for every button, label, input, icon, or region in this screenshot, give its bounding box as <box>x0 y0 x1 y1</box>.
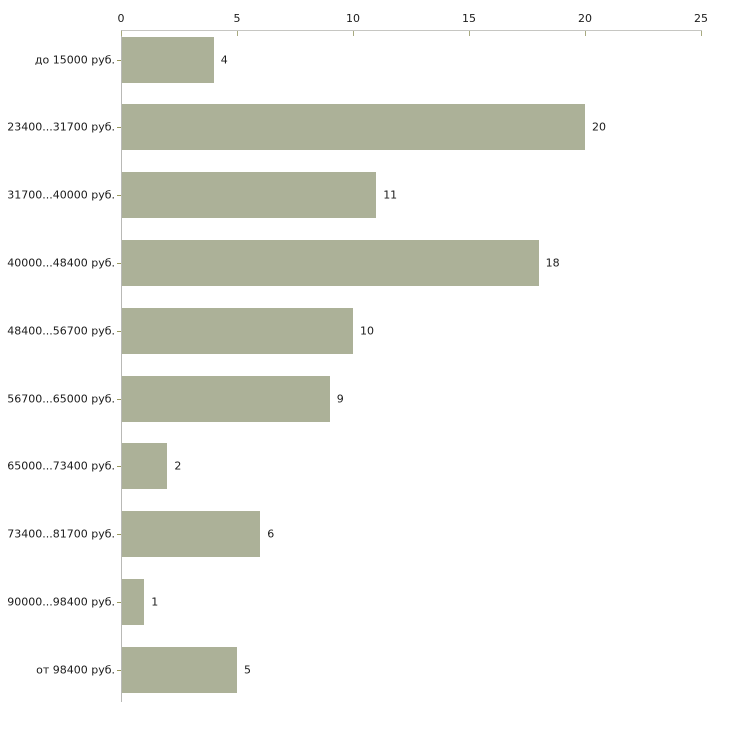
category-label: 31700...40000 руб. <box>7 188 115 202</box>
x-tick-mark <box>237 31 238 36</box>
category-tick-mark <box>117 263 121 264</box>
category-tick-mark <box>117 331 121 332</box>
category-label: 73400...81700 руб. <box>7 527 115 541</box>
x-tick-mark <box>585 31 586 36</box>
x-tick-label: 5 <box>233 12 241 25</box>
category-tick-mark <box>117 670 121 671</box>
value-label: 4 <box>220 53 228 66</box>
bar <box>122 578 145 625</box>
value-label: 9 <box>336 392 344 405</box>
category-tick-mark <box>117 399 121 400</box>
category-tick-mark <box>117 127 121 128</box>
value-label: 11 <box>383 188 398 202</box>
value-label: 10 <box>360 324 374 338</box>
category-tick-mark <box>117 602 121 603</box>
category-label: 23400...31700 руб. <box>7 120 115 134</box>
x-tick-label: 20 <box>578 12 592 25</box>
x-tick-mark <box>469 31 470 36</box>
bar <box>122 104 585 151</box>
category-tick-mark <box>117 60 121 61</box>
x-tick-label: 0 <box>117 12 125 25</box>
x-axis-line <box>121 30 702 31</box>
x-tick-label: 15 <box>462 12 476 25</box>
bar <box>122 375 330 422</box>
category-tick-mark <box>117 534 121 535</box>
category-label: 90000...98400 руб. <box>7 595 115 609</box>
category-label: до 15000 руб. <box>34 53 115 66</box>
x-tick-label: 10 <box>346 12 360 25</box>
value-label: 1 <box>151 595 159 609</box>
y-axis-line <box>121 30 122 702</box>
category-tick-mark <box>117 466 121 467</box>
x-tick-mark <box>353 31 354 36</box>
value-label: 2 <box>174 459 182 473</box>
x-tick-mark <box>701 31 702 36</box>
x-tick-label: 25 <box>694 12 708 25</box>
value-label: 20 <box>592 120 606 134</box>
category-label: 48400...56700 руб. <box>7 324 115 338</box>
category-label: от 98400 руб. <box>36 663 115 677</box>
value-label: 18 <box>545 256 560 270</box>
category-label: 65000...73400 руб. <box>7 459 115 473</box>
bar <box>122 239 539 286</box>
value-label: 6 <box>267 527 275 541</box>
x-tick-mark <box>121 31 122 36</box>
bar <box>122 172 377 219</box>
category-label: 40000...48400 руб. <box>7 256 115 270</box>
bar <box>122 307 353 354</box>
value-label: 5 <box>244 663 251 677</box>
category-label: 56700...65000 руб. <box>7 392 115 405</box>
bar <box>122 646 237 693</box>
bar <box>122 36 214 83</box>
bar <box>122 511 261 558</box>
category-tick-mark <box>117 195 121 196</box>
bar <box>122 443 168 490</box>
